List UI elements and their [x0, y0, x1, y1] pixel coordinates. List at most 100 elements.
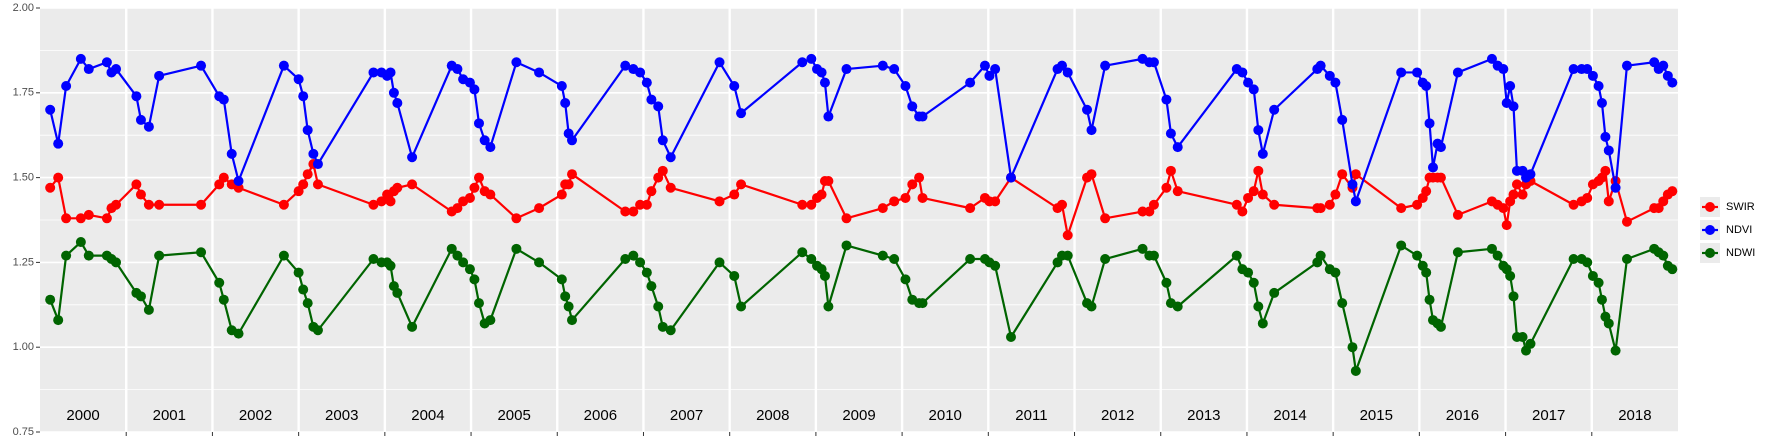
series-point — [1603, 145, 1614, 156]
series-point — [641, 77, 652, 88]
series-point — [1330, 267, 1341, 278]
series-point — [1350, 365, 1361, 376]
series-point — [312, 325, 323, 336]
year-label: 2016 — [1446, 407, 1479, 424]
series-point — [1621, 60, 1632, 71]
series-point — [278, 250, 289, 261]
series-point — [278, 199, 289, 210]
series-point — [823, 175, 834, 186]
series-point — [1492, 250, 1503, 261]
series-point — [485, 142, 496, 153]
series-point — [473, 118, 484, 129]
series-point — [1337, 169, 1348, 180]
legend-point — [1705, 202, 1715, 212]
series-point — [1603, 318, 1614, 329]
series-point — [1148, 199, 1159, 210]
series-point — [965, 203, 976, 214]
legend-point — [1705, 248, 1715, 258]
series-point — [1237, 206, 1248, 217]
series-point — [567, 169, 578, 180]
series-point — [61, 250, 72, 261]
series-point — [135, 189, 146, 200]
series-point — [736, 301, 747, 312]
series-point — [312, 159, 323, 170]
series-point — [900, 274, 911, 285]
series-point — [298, 284, 309, 295]
series-point — [1161, 182, 1172, 193]
series-point — [464, 264, 475, 275]
series-point — [385, 67, 396, 78]
series-point — [736, 179, 747, 190]
series-point — [889, 254, 900, 265]
series-point — [1587, 270, 1598, 281]
series-point — [877, 60, 888, 71]
series-point — [1424, 118, 1435, 129]
series-point — [1658, 60, 1669, 71]
series-point — [61, 81, 72, 92]
series-point — [1498, 203, 1509, 214]
series-point — [1600, 165, 1611, 176]
series-point — [1603, 196, 1614, 207]
series-point — [628, 206, 639, 217]
year-label: 2000 — [66, 407, 99, 424]
series-point — [469, 182, 480, 193]
series-point — [979, 60, 990, 71]
series-point — [1330, 77, 1341, 88]
year-label: 2002 — [239, 407, 272, 424]
series-point — [111, 257, 122, 268]
series-point — [1610, 345, 1621, 356]
series-point — [567, 135, 578, 146]
series-point — [1315, 60, 1326, 71]
year-label: 2007 — [670, 407, 703, 424]
series-point — [1057, 60, 1068, 71]
series-point — [388, 87, 399, 98]
series-point — [218, 294, 229, 305]
series-point — [1582, 64, 1593, 75]
series-point — [889, 196, 900, 207]
series-point — [293, 267, 304, 278]
series-point — [1172, 142, 1183, 153]
series-point — [1421, 81, 1432, 92]
series-point — [657, 135, 668, 146]
series-point — [1501, 220, 1512, 231]
series-point — [1525, 169, 1536, 180]
series-point — [511, 243, 522, 254]
series-point — [1005, 172, 1016, 183]
series-point — [1508, 189, 1519, 200]
series-point — [534, 67, 545, 78]
series-point — [302, 125, 313, 136]
series-point — [154, 250, 165, 261]
year-label: 2009 — [842, 407, 875, 424]
series-point — [469, 274, 480, 285]
series-point — [1257, 318, 1268, 329]
series-point — [302, 298, 313, 309]
year-label: 2008 — [756, 407, 789, 424]
series-point — [1505, 81, 1516, 92]
series-point — [1243, 192, 1254, 203]
series-point — [407, 152, 418, 163]
series-point — [473, 172, 484, 183]
series-point — [1412, 67, 1423, 78]
year-label: 2015 — [1360, 407, 1393, 424]
series-point — [665, 182, 676, 193]
series-point — [485, 189, 496, 200]
series-point — [917, 192, 928, 203]
series-point — [1600, 131, 1611, 142]
series-point — [653, 301, 664, 312]
series-point — [1667, 264, 1678, 275]
series-point — [452, 203, 463, 214]
series-point — [385, 196, 396, 207]
series-point — [101, 57, 112, 68]
series-point — [1237, 67, 1248, 78]
series-point — [620, 254, 631, 265]
series-point — [131, 179, 142, 190]
legend-label: SWIR — [1726, 201, 1755, 213]
year-label: 2011 — [1015, 407, 1047, 424]
series-point — [990, 260, 1001, 271]
series-point — [1330, 189, 1341, 200]
series-point — [1658, 250, 1669, 261]
series-point — [841, 240, 852, 251]
series-point — [556, 81, 567, 92]
series-point — [635, 257, 646, 268]
